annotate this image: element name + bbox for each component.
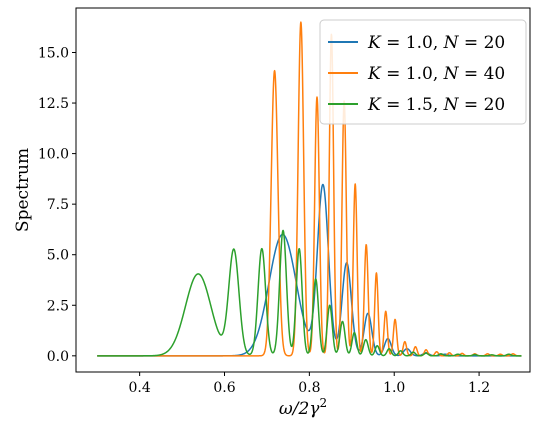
series-line-3 bbox=[96, 229, 522, 357]
x-tick-label: 1.2 bbox=[468, 380, 490, 396]
y-tick-label: 2.5 bbox=[47, 298, 69, 314]
y-tick-label: 12.5 bbox=[38, 96, 69, 112]
plot-frame bbox=[75, 7, 531, 373]
x-axis: 0.4 0.6 0.8 1.0 1.2 bbox=[129, 372, 490, 396]
x-axis-label: ω/2γ2 bbox=[279, 396, 327, 419]
y-tick-label: 0.0 bbox=[47, 349, 69, 365]
legend-box bbox=[319, 19, 527, 125]
series-line-1 bbox=[96, 183, 522, 357]
x-axis-label-sup: 2 bbox=[319, 396, 327, 410]
x-tick-label: 0.8 bbox=[298, 380, 320, 396]
legend-label-2: K = 1.0, N = 40 bbox=[367, 64, 505, 84]
y-axis: 0.0 2.5 5.0 7.5 10.0 12.5 15.0 bbox=[38, 45, 76, 365]
legend-label-1: K = 1.0, N = 20 bbox=[367, 33, 505, 53]
x-tick-label: 0.6 bbox=[213, 380, 235, 396]
y-tick-label: 15.0 bbox=[38, 45, 69, 61]
y-tick-label: 10.0 bbox=[38, 147, 69, 163]
y-axis-label: Spectrum bbox=[13, 148, 33, 232]
legend-label-3: K = 1.5, N = 20 bbox=[367, 95, 505, 115]
y-tick-label: 7.5 bbox=[47, 197, 69, 213]
x-axis-label-main: ω/2γ bbox=[279, 399, 320, 419]
y-tick-label: 5.0 bbox=[47, 248, 69, 264]
legend: K = 1.0, N = 20 K = 1.0, N = 40 K = 1.5, N… bbox=[319, 19, 527, 125]
x-tick-label: 1.0 bbox=[383, 380, 405, 396]
x-tick-label: 0.4 bbox=[129, 380, 151, 396]
series-layer bbox=[96, 21, 522, 357]
